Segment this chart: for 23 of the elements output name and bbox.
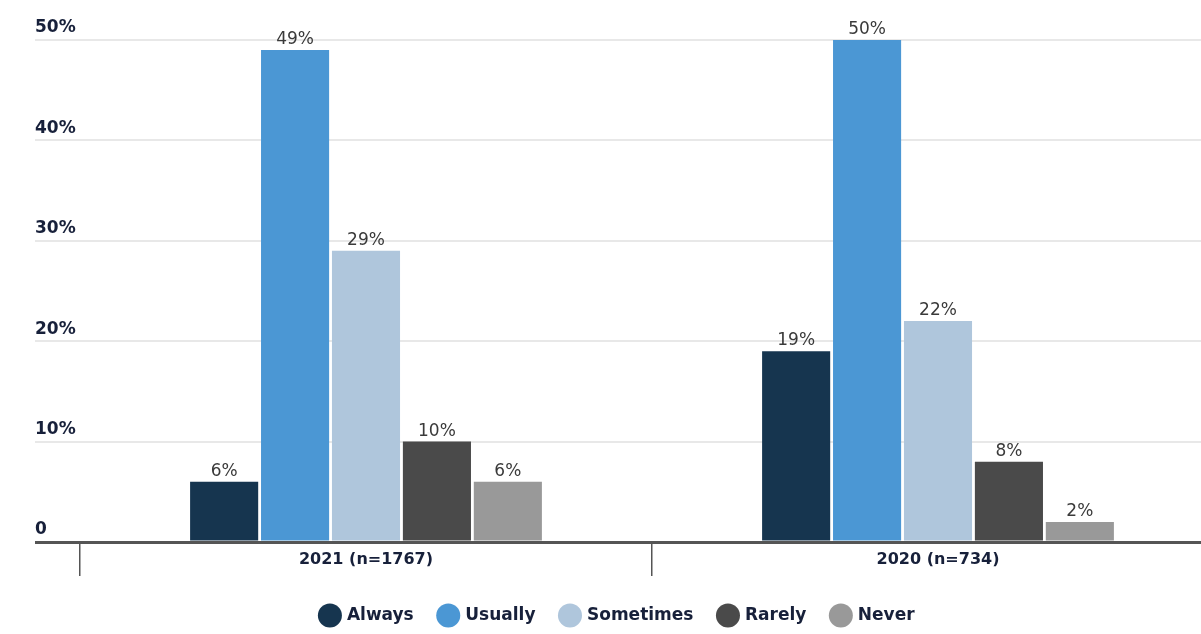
y-tick-label: 30% (35, 217, 76, 238)
y-tick-label: 0 (35, 518, 47, 539)
legend-label: Rarely (744, 603, 807, 624)
data-label: 10% (418, 419, 456, 440)
data-label: 6% (494, 459, 522, 480)
legend-label: Always (346, 603, 414, 624)
data-label: 49% (276, 27, 314, 48)
x-tick-label: 2021 (n=1767) (298, 548, 434, 568)
data-label: 22% (919, 299, 957, 320)
y-tick-label: 10% (35, 418, 76, 439)
data-label: 29% (347, 228, 385, 249)
y-tick-label: 40% (35, 116, 76, 137)
y-tick-label: 20% (35, 317, 76, 338)
y-tick-label: 50% (35, 16, 76, 37)
data-label: 19% (777, 329, 816, 350)
data-label: 8% (995, 439, 1023, 460)
data-label: 2% (1066, 499, 1094, 520)
legend-label: Never (857, 603, 916, 624)
data-label: 6% (210, 459, 238, 480)
legend-label: Usually (465, 603, 536, 624)
data-label: 50% (848, 17, 886, 38)
x-tick-label: 2020 (n=734) (876, 548, 1000, 568)
legend-label: Sometimes (586, 603, 694, 624)
